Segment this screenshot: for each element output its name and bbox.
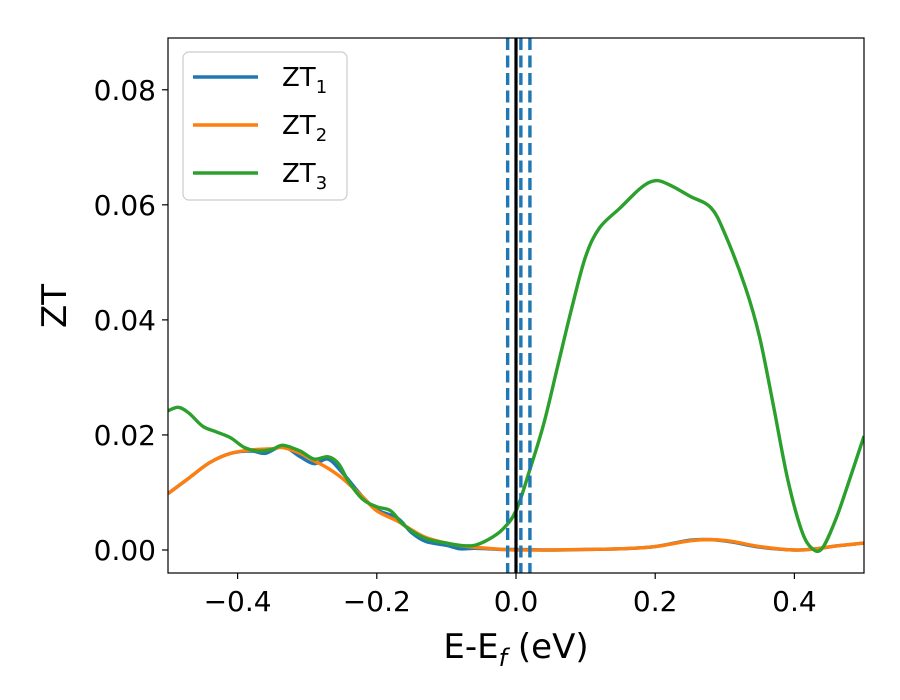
series-layer bbox=[168, 178, 864, 553]
legend-box bbox=[182, 51, 348, 201]
legend-label-subscript: 1 bbox=[316, 77, 327, 98]
y-tick-label: 0.00 bbox=[94, 534, 156, 567]
legend-label-main: ZT bbox=[282, 159, 316, 189]
y-axis-label: ZT bbox=[35, 284, 75, 328]
legend-label-subscript: 3 bbox=[316, 173, 327, 194]
legend-label-main: ZT bbox=[282, 111, 316, 141]
legend-label-zt2: ZT2 bbox=[282, 111, 327, 146]
x-tick-label: 0.2 bbox=[633, 585, 678, 618]
y-axis-ticks: 0.00 0.02 0.04 0.06 0.08 bbox=[94, 74, 168, 567]
x-tick-label: −0.4 bbox=[204, 585, 272, 618]
y-tick-label: 0.02 bbox=[94, 419, 156, 452]
legend-label-zt3: ZT3 bbox=[282, 159, 327, 194]
x-axis-ticks: −0.4 −0.2 0.0 0.2 0.4 bbox=[204, 573, 817, 618]
x-tick-label: −0.2 bbox=[343, 585, 411, 618]
y-tick-label: 0.06 bbox=[94, 189, 156, 222]
x-axis-label: E-Ef (eV) bbox=[443, 627, 588, 672]
legend-label-main: ZT bbox=[282, 63, 316, 93]
x-tick-label: 0.0 bbox=[494, 585, 539, 618]
y-tick-label: 0.08 bbox=[94, 74, 156, 107]
legend-label-zt1: ZT1 bbox=[282, 63, 327, 98]
x-axis-label-main: E-E bbox=[443, 627, 498, 667]
x-tick-label: 0.4 bbox=[772, 585, 817, 618]
x-axis-label-unit: (eV) bbox=[507, 627, 589, 667]
legend-label-subscript: 2 bbox=[316, 125, 327, 146]
series-line-zt3 bbox=[168, 178, 864, 553]
reference-lines bbox=[505, 38, 532, 573]
y-tick-label: 0.04 bbox=[94, 304, 156, 337]
